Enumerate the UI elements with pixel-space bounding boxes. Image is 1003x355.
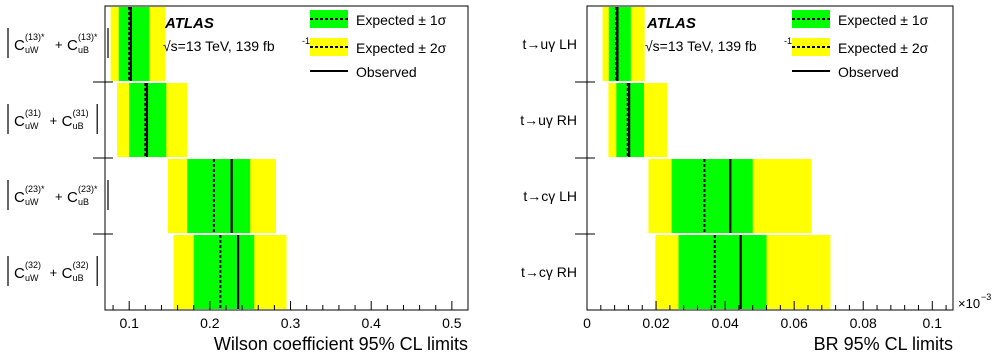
row-label-2: C (23)*uW + C (23)*uB: [7, 180, 109, 210]
legend-label-1: Expected ± 2σ: [838, 40, 929, 56]
band-1sigma-row-0: [608, 7, 631, 81]
coef-main-a: C: [14, 189, 25, 206]
coef-main-a: C: [14, 37, 25, 54]
legend-swatch-0: [310, 10, 348, 28]
row-label-0: t→uγ LH: [523, 36, 577, 52]
atlas-label: ATLAS: [164, 15, 214, 32]
row-label-1: t→uγ RH: [520, 112, 577, 128]
energy-label: √s=13 TeV, 139 fb: [645, 38, 757, 54]
coef-sub-a: uW: [25, 197, 39, 207]
x-tick-label: 0.2: [200, 315, 220, 331]
coef-sub-a: uW: [25, 121, 39, 131]
row-label-0: C (13)*uW + C (13)*uB: [7, 28, 109, 58]
legend-label-2: Observed: [356, 64, 417, 80]
lumi-superscript: -1: [302, 36, 310, 46]
legend-swatch-0: [792, 10, 830, 28]
x-tick-label: 0.04: [711, 315, 738, 331]
x-tick-label: 0.5: [442, 315, 462, 331]
coef-sup-a: (13)*: [25, 32, 45, 42]
coef-sub-a: uW: [25, 45, 39, 55]
legend-label-1: Expected ± 2σ: [356, 40, 447, 56]
row-label-2: t→cγ LH: [523, 188, 577, 204]
plus-sign: +: [50, 113, 58, 128]
coef-sup-b: (31): [73, 108, 89, 118]
band-1sigma-row-0: [118, 7, 150, 81]
coef-main-b: C: [67, 189, 78, 206]
coef-main-a: C: [14, 265, 25, 282]
legend-label-0: Expected ± 1σ: [838, 12, 929, 28]
plus-sign: +: [55, 37, 63, 52]
coef-sub-b: uB: [73, 273, 84, 283]
coef-sup-b: (13)*: [78, 32, 98, 42]
panel-wilson-limits: 0.1 0.2 0.3 0.4 0.5 Wilson coefficient 95% CL…: [7, 5, 469, 354]
coef-sub-b: uB: [78, 45, 89, 55]
legend-swatch-1: [310, 38, 348, 56]
legend-swatch-1: [792, 38, 830, 56]
coef-sub-b: uB: [78, 197, 89, 207]
coef-sup-a: (31): [25, 108, 41, 118]
panel-br-limits: 0 0.02 0.04 0.06 0.08 0.1 BR 95% CL limits ×10−…: [520, 5, 991, 354]
x-tick-label: 0.06: [781, 315, 808, 331]
row-label-3: t→cγ RH: [521, 264, 577, 280]
coef-main-b: C: [67, 37, 78, 54]
coef-sup-a: (23)*: [25, 184, 45, 194]
x-tick-label: 0.4: [361, 315, 381, 331]
energy-label: √s=13 TeV, 139 fb: [163, 38, 275, 54]
row-label-3: C (32)uW + C (32)uB: [7, 256, 98, 286]
coef-sub-b: uB: [73, 121, 84, 131]
x-axis-title: Wilson coefficient 95% CL limits: [214, 334, 468, 354]
coef-sup-b: (32): [73, 260, 89, 270]
coef-main-b: C: [62, 113, 73, 130]
coef-sub-a: uW: [25, 273, 39, 283]
band-1sigma-row-2: [187, 159, 251, 233]
x-axis-title: BR 95% CL limits: [814, 334, 953, 354]
row-label-1: C (31)uW + C (31)uB: [7, 104, 98, 134]
band-1sigma-row-3: [678, 235, 767, 309]
axis-exponent-label: ×10: [958, 296, 980, 311]
x-tick-label: 0: [583, 315, 591, 331]
plus-sign: +: [50, 265, 58, 280]
lumi-superscript: -1: [784, 36, 792, 46]
x-tick-label: 0.08: [850, 315, 877, 331]
band-1sigma-row-2: [671, 159, 753, 233]
x-tick-label: 0.1: [119, 315, 139, 331]
legend-label-2: Observed: [838, 64, 899, 80]
legend-label-0: Expected ± 1σ: [356, 12, 447, 28]
plus-sign: +: [55, 189, 63, 204]
coef-sup-a: (32): [25, 260, 41, 270]
x-tick-label: 0.3: [281, 315, 301, 331]
coef-main-a: C: [14, 113, 25, 130]
axis-exponent-power: −3: [981, 292, 991, 302]
x-tick-label: 0.1: [923, 315, 943, 331]
band-1sigma-row-3: [193, 235, 255, 309]
x-tick-label: 0.02: [642, 315, 669, 331]
coef-main-b: C: [62, 265, 73, 282]
atlas-label: ATLAS: [646, 15, 696, 32]
coef-sup-b: (23)*: [78, 184, 98, 194]
